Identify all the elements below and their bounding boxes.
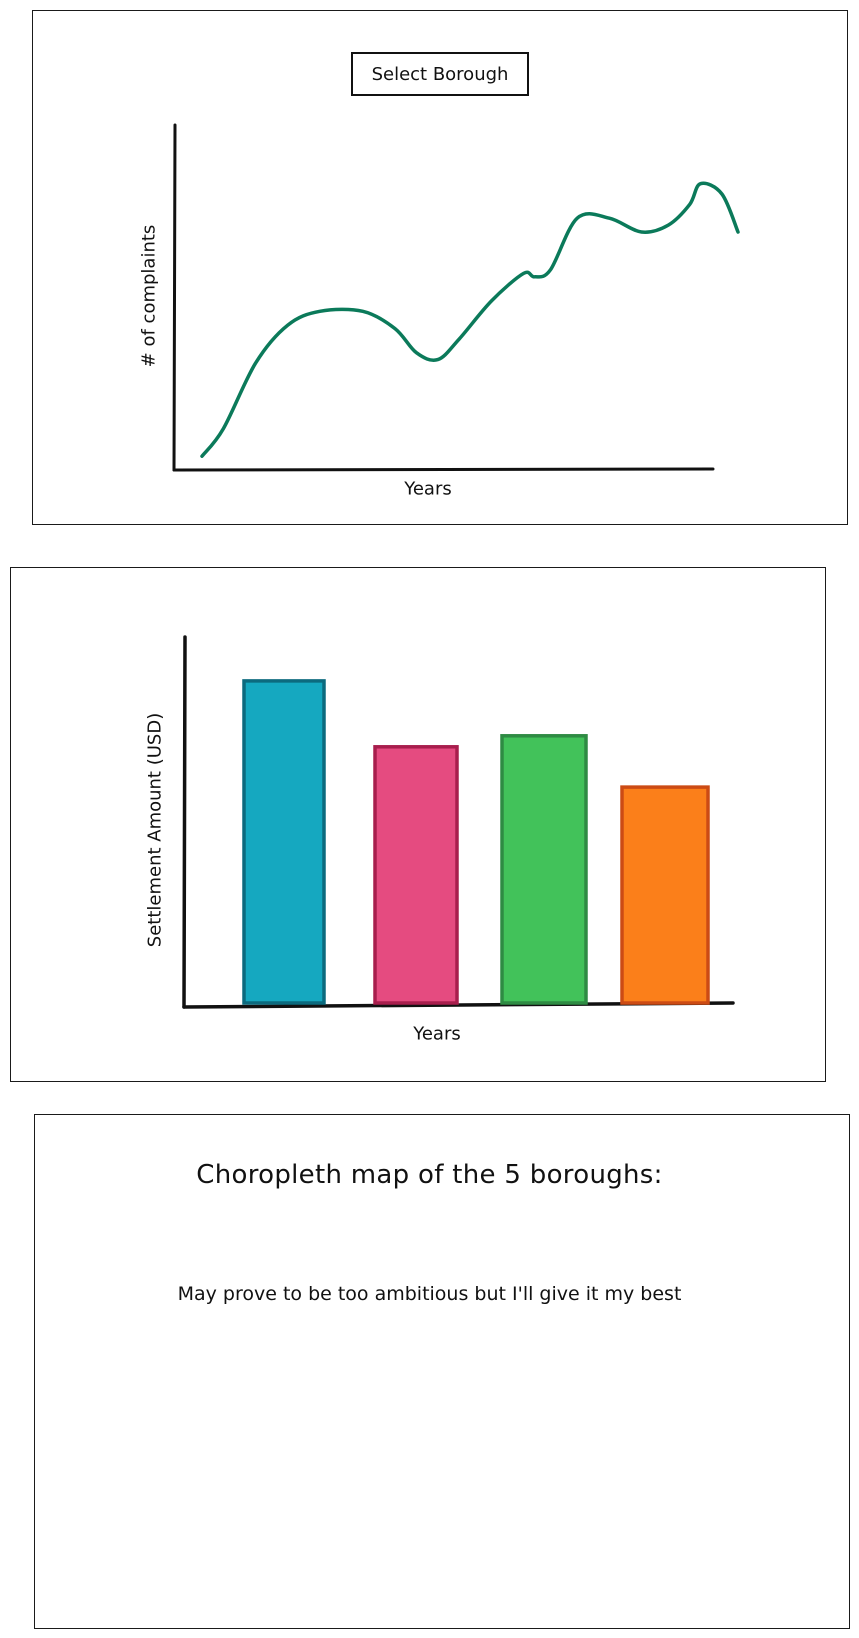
map-panel-note: May prove to be too ambitious but I'll g… xyxy=(177,1283,682,1305)
map-panel-title: Choropleth map of the 5 boroughs: xyxy=(196,1160,663,1190)
bar-chart-panel xyxy=(10,567,826,1082)
bar-chart-x-axis-label: Years xyxy=(413,1023,461,1045)
line-chart-x-axis-label: Years xyxy=(404,478,452,500)
line-chart-y-axis-label: # of complaints xyxy=(138,224,160,368)
select-borough-button[interactable]: Select Borough xyxy=(351,52,529,96)
map-panel xyxy=(34,1114,850,1629)
bar-chart-y-axis-label: Settlement Amount (USD) xyxy=(144,712,166,948)
